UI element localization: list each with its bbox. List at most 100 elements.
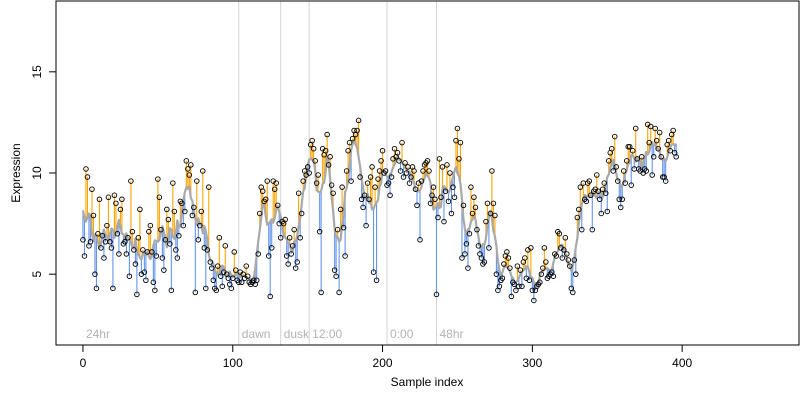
data-point xyxy=(174,255,181,261)
data-point xyxy=(623,158,630,164)
data-point xyxy=(369,164,375,170)
data-point xyxy=(610,168,617,174)
data-point xyxy=(222,243,229,249)
data-point xyxy=(444,162,450,168)
data-point xyxy=(186,172,193,178)
data-point xyxy=(571,257,578,263)
data-point xyxy=(448,210,455,217)
data-point xyxy=(219,283,226,290)
data-point xyxy=(385,180,392,186)
data-point xyxy=(538,271,545,277)
data-point xyxy=(300,178,306,184)
data-point xyxy=(556,230,563,237)
data-point xyxy=(149,249,155,255)
data-point xyxy=(173,247,179,253)
data-point xyxy=(658,154,664,160)
data-point xyxy=(550,273,557,279)
data-point xyxy=(454,125,461,132)
data-point xyxy=(342,253,348,259)
data-point xyxy=(306,170,312,176)
data-point xyxy=(387,192,393,199)
data-point xyxy=(478,255,485,261)
data-point xyxy=(442,188,449,194)
data-point xyxy=(408,174,414,180)
data-point xyxy=(262,196,269,203)
data-point xyxy=(98,245,104,251)
data-point xyxy=(617,204,624,211)
annotation-label: 24hr xyxy=(86,327,110,341)
data-point xyxy=(486,245,492,251)
data-point xyxy=(589,226,596,233)
data-point xyxy=(165,216,172,223)
data-point xyxy=(349,135,356,142)
data-point xyxy=(304,164,311,170)
data-point xyxy=(135,235,142,241)
data-point xyxy=(330,190,336,196)
data-point xyxy=(131,247,137,253)
data-point xyxy=(363,222,369,229)
data-point xyxy=(339,184,345,190)
data-point xyxy=(170,180,176,186)
data-point xyxy=(238,279,245,286)
data-point xyxy=(412,186,419,192)
data-point xyxy=(228,285,235,292)
data-point xyxy=(283,253,290,259)
data-point xyxy=(487,210,494,217)
data-point xyxy=(322,147,329,154)
y-axis-label: Expression xyxy=(9,143,23,202)
data-point xyxy=(285,261,291,267)
data-point xyxy=(337,206,344,213)
data-point xyxy=(209,265,215,271)
data-point xyxy=(481,259,488,265)
data-point xyxy=(179,200,185,207)
data-point xyxy=(484,200,491,207)
data-point xyxy=(164,206,170,213)
data-point xyxy=(656,129,663,136)
data-point xyxy=(459,255,465,261)
data-point xyxy=(336,289,342,296)
data-point xyxy=(567,263,573,269)
data-point xyxy=(522,255,528,261)
data-point xyxy=(117,206,124,213)
data-point xyxy=(439,164,446,170)
data-point xyxy=(150,279,157,286)
annotation-label: dawn xyxy=(242,327,271,341)
data-point xyxy=(579,226,585,233)
data-point xyxy=(441,218,447,225)
data-point xyxy=(570,289,576,296)
data-point xyxy=(155,176,161,182)
annotation-label: 12:00 xyxy=(312,327,342,341)
data-point xyxy=(619,196,625,203)
data-point xyxy=(634,156,640,162)
data-point xyxy=(200,168,206,174)
data-point xyxy=(168,287,175,294)
data-point xyxy=(489,168,495,174)
data-point xyxy=(167,241,173,247)
data-point xyxy=(366,196,372,203)
data-point xyxy=(435,214,441,221)
data-point xyxy=(95,230,101,237)
data-point xyxy=(156,194,163,201)
data-point xyxy=(652,125,658,132)
data-point xyxy=(670,127,676,134)
data-point xyxy=(333,273,339,279)
data-point xyxy=(125,235,131,241)
data-point xyxy=(313,180,320,186)
data-point xyxy=(397,168,404,174)
data-point xyxy=(111,192,118,199)
data-point xyxy=(436,156,443,162)
data-point xyxy=(517,267,524,273)
data-point xyxy=(453,137,459,144)
data-point xyxy=(396,158,402,164)
y-tick-label: 5 xyxy=(30,271,44,278)
data-point xyxy=(399,139,405,146)
data-point xyxy=(382,168,389,174)
data-point xyxy=(466,230,473,237)
data-point xyxy=(114,230,121,237)
data-point xyxy=(140,247,146,253)
data-point xyxy=(324,131,330,138)
data-point xyxy=(529,287,536,294)
data-point xyxy=(378,158,384,164)
